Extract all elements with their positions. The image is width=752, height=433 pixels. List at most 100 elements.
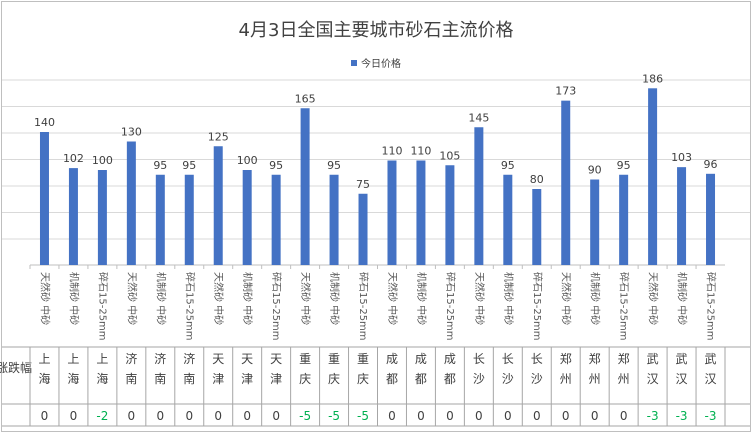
city-label: 郑州 [560, 351, 572, 386]
city-label: 天津 [212, 352, 224, 386]
city-label: 郑州 [618, 351, 630, 386]
city-label: 重庆 [328, 352, 340, 386]
category-labels: 天然砂 中砂 机制砂 中砂 碎石15-25mm 天然砂 中砂 机制砂 中砂 碎石15-25… [29, 265, 718, 341]
city-label: 天津 [270, 352, 282, 386]
bar [706, 173, 716, 265]
bar [68, 168, 78, 265]
city-label: 济南 [125, 351, 137, 386]
change-value: -2 [96, 409, 108, 423]
bar [503, 174, 513, 265]
category-label: 天然砂 中砂 [38, 272, 51, 325]
bar-value-label: 80 [530, 173, 544, 186]
category-label: 碎石15-25mm [531, 272, 544, 341]
category-label: 机制砂 中砂 [676, 272, 689, 325]
city-label: 重庆 [357, 352, 369, 386]
city-label: 郑州 [589, 351, 601, 386]
bar-value-label: 105 [439, 149, 460, 162]
city-label: 武汉 [647, 352, 659, 386]
category-label: 碎石15-25mm [96, 272, 109, 341]
category-label: 天然砂 中砂 [212, 272, 225, 325]
change-value: -3 [647, 409, 659, 423]
change-value: 0 [620, 409, 628, 423]
category-label: 机制砂 中砂 [154, 272, 167, 325]
change-value: 0 [562, 409, 570, 423]
legend-swatch [351, 60, 357, 66]
city-label: 长沙 [531, 352, 543, 386]
bar-value-label: 130 [121, 126, 142, 139]
change-value: 0 [533, 409, 541, 423]
bar-value-label: 186 [642, 72, 663, 85]
change-value: 0 [591, 409, 599, 423]
category-label: 机制砂 中砂 [589, 272, 602, 325]
bar-value-label: 95 [617, 159, 631, 172]
change-value: 0 [446, 409, 454, 423]
change-value: -5 [328, 409, 340, 423]
grid [2, 79, 750, 266]
change-value: 0 [475, 409, 483, 423]
category-label: 机制砂 中砂 [241, 272, 254, 325]
change-value: -3 [676, 409, 688, 423]
city-label: 成都 [444, 352, 456, 386]
category-label: 碎石15-25mm [444, 272, 457, 341]
bar [416, 160, 426, 265]
legend-label: 今日价格 [361, 57, 401, 70]
category-label: 碎石15-25mm [270, 272, 283, 341]
category-label: 天然砂 中砂 [473, 272, 486, 325]
bar [532, 189, 542, 265]
bar-value-label: 100 [92, 154, 113, 167]
city-label: 武汉 [676, 352, 688, 386]
bar [387, 160, 397, 265]
category-label: 碎石15-25mm [357, 272, 370, 341]
legend: 今日价格 [351, 57, 401, 70]
category-label: 天然砂 中砂 [647, 272, 660, 325]
bar-value-label: 110 [381, 145, 402, 158]
category-label: 天然砂 中砂 [125, 272, 138, 325]
change-value: 0 [388, 409, 396, 423]
chart-title: 4月3日全国主要城市砂石主流价格 [239, 20, 514, 41]
change-value: 0 [417, 409, 425, 423]
bar [126, 141, 136, 265]
bar-value-label: 90 [588, 164, 602, 177]
bar-value-label: 95 [327, 159, 341, 172]
change-value: 0 [214, 409, 222, 423]
change-value: 0 [504, 409, 512, 423]
change-value: 0 [272, 409, 280, 423]
bar [329, 174, 339, 265]
bar-value-label: 95 [269, 159, 283, 172]
city-label: 成都 [415, 352, 427, 386]
category-label: 天然砂 中砂 [299, 272, 312, 325]
bar-value-label: 140 [34, 116, 55, 129]
category-label: 碎石15-25mm [618, 272, 631, 341]
bar-value-label: 95 [153, 159, 167, 172]
bar-value-label: 173 [555, 85, 576, 98]
category-label: 碎石15-25mm [183, 272, 196, 341]
category-label: 天然砂 中砂 [386, 272, 399, 325]
category-label: 机制砂 中砂 [328, 272, 341, 325]
bar [271, 174, 281, 265]
city-label: 济南 [154, 351, 166, 386]
change-value: 0 [185, 409, 193, 423]
bar-value-label: 95 [182, 159, 196, 172]
category-label: 机制砂 中砂 [415, 272, 428, 325]
city-label: 济南 [183, 351, 195, 386]
bar-value-label: 165 [295, 92, 316, 105]
city-label: 天津 [241, 352, 253, 386]
city-label: 成都 [386, 352, 398, 386]
change-value: 0 [41, 409, 49, 423]
bar [155, 174, 165, 265]
category-label: 碎石15-25mm [705, 272, 718, 341]
city-label: 上海 [96, 352, 108, 386]
bar [648, 88, 658, 265]
bar-value-label: 125 [208, 130, 229, 143]
bar [474, 127, 484, 265]
bar [619, 174, 629, 265]
bar [300, 108, 310, 265]
city-label: 武汉 [705, 352, 717, 386]
change-value: -5 [357, 409, 369, 423]
bar [445, 165, 455, 265]
category-label: 天然砂 中砂 [560, 272, 573, 325]
bars [39, 88, 716, 266]
bar-value-label: 102 [63, 152, 84, 165]
city-label: 长沙 [502, 352, 514, 386]
